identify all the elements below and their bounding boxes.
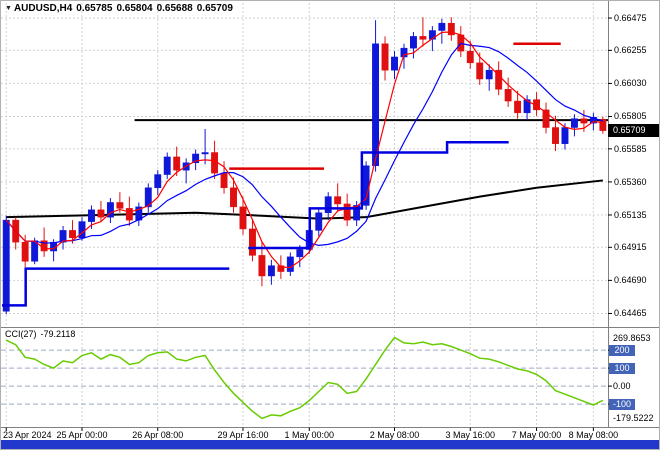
ohlc-open: 0.65785 xyxy=(76,3,113,14)
price-axis-label: 0.65585 xyxy=(614,143,647,154)
candle-body xyxy=(192,153,200,164)
candle-body xyxy=(495,69,503,90)
price-axis-label: 0.65360 xyxy=(614,176,647,187)
candle-body xyxy=(391,56,398,71)
time-axis-label: 3 May 16:00 xyxy=(445,430,496,440)
candle-body xyxy=(570,118,578,128)
ma-mid-line xyxy=(5,42,604,247)
candle-body xyxy=(154,174,162,189)
candle-body xyxy=(173,156,181,171)
time-axis-label: 2 May 08:00 xyxy=(369,430,420,440)
candle-body xyxy=(343,203,351,221)
indicator-label: CCI(27) -79.2118 xyxy=(5,329,79,339)
current-price-badge: 0.65709 xyxy=(608,124,659,138)
price-axis-label: 0.64915 xyxy=(614,242,647,253)
candle-body xyxy=(144,187,152,208)
cci-axis-label: -179.5222 xyxy=(613,413,654,424)
time-axis-label: 1 May 00:00 xyxy=(284,430,335,440)
ohlc-low: 0.65688 xyxy=(156,3,193,14)
candle-body xyxy=(561,127,569,144)
ohlc-close: 0.65709 xyxy=(196,3,233,14)
candle-body xyxy=(239,206,247,230)
candle-body xyxy=(466,50,474,64)
candle-body xyxy=(31,240,39,262)
candle-body xyxy=(296,249,304,258)
price-axis-label: 0.66255 xyxy=(614,45,647,56)
candle-body xyxy=(249,228,256,256)
candle-body xyxy=(220,172,228,189)
candle-body xyxy=(542,109,550,128)
cci-axis-label: 269.8653 xyxy=(613,332,651,343)
candle-body xyxy=(419,36,427,40)
candle-body xyxy=(409,36,417,49)
candle-body xyxy=(258,255,266,277)
time-axis-label: 7 May 00:00 xyxy=(511,430,562,440)
candle-body xyxy=(88,209,95,222)
candle-body xyxy=(201,152,209,155)
candle-body xyxy=(230,187,237,208)
bottom-bar xyxy=(1,440,659,449)
candle-body xyxy=(552,127,559,144)
candle-body xyxy=(116,202,124,209)
price-axis-label: 0.65135 xyxy=(614,209,647,220)
indicator-value: -79.2118 xyxy=(40,329,76,339)
candle-body xyxy=(514,100,522,114)
cci-axis-label: 0.00 xyxy=(613,381,631,392)
candle-body xyxy=(485,69,493,80)
candle-body xyxy=(428,30,436,40)
cci-line xyxy=(5,336,604,420)
price-axis-label: 0.64465 xyxy=(614,308,647,319)
candle-body xyxy=(211,152,219,174)
time-axis-label: 29 Apr 16:00 xyxy=(217,430,269,440)
candle-body xyxy=(353,205,361,221)
ma-slow-line xyxy=(6,179,603,220)
price-axis-label: 0.66475 xyxy=(614,13,647,24)
time-axis-label: 25 Apr 00:00 xyxy=(56,430,108,440)
candle-body xyxy=(504,89,512,102)
symbol-marker-icon: ▼ xyxy=(5,5,12,12)
cci-level-badge: 100 xyxy=(609,362,635,374)
support-step-line[interactable] xyxy=(2,267,230,307)
candle-body xyxy=(163,156,171,175)
time-axis-label: 8 May 08:00 xyxy=(568,430,619,440)
candle-body xyxy=(315,212,323,231)
candle-body xyxy=(125,208,133,221)
candle-body xyxy=(267,265,275,277)
candle-body xyxy=(580,118,588,124)
candle-body xyxy=(599,119,607,131)
candle-body xyxy=(372,43,380,166)
candle-body xyxy=(523,99,531,114)
chart-title: ▼ AUDUSD,H4 0.65785 0.65804 0.65688 0.65709 xyxy=(5,3,237,14)
price-axis-label: 0.66030 xyxy=(614,78,647,89)
ohlc-high: 0.65804 xyxy=(116,3,153,14)
candle-body xyxy=(2,219,10,312)
candle-body xyxy=(400,47,408,58)
candle-body xyxy=(381,43,389,71)
candle-body xyxy=(286,256,294,272)
price-axis-label: 0.64690 xyxy=(614,275,647,286)
candle-body xyxy=(69,230,76,239)
indicator-name: CCI(27) xyxy=(5,329,37,339)
candle-body xyxy=(59,230,67,243)
candle-body xyxy=(324,196,332,214)
candle-body xyxy=(106,202,114,218)
price-axis-label: 0.65805 xyxy=(614,111,647,122)
symbol-label: AUDUSD,H4 xyxy=(13,3,73,14)
candle-body xyxy=(589,116,597,124)
time-axis-label: 23 Apr 2024 xyxy=(3,430,52,440)
support-step-line[interactable] xyxy=(248,140,509,250)
cci-level-badge: -100 xyxy=(609,398,635,410)
candle-body xyxy=(447,22,455,36)
candle-body xyxy=(438,22,446,31)
ma-fast-line xyxy=(5,31,603,269)
candle-body xyxy=(97,209,105,218)
candle-body xyxy=(277,265,285,272)
candle-body xyxy=(21,241,29,262)
candle-body xyxy=(334,196,342,205)
time-axis-label: 26 Apr 08:00 xyxy=(132,430,184,440)
candle-body xyxy=(476,62,484,80)
cci-level-badge: 200 xyxy=(609,344,635,356)
